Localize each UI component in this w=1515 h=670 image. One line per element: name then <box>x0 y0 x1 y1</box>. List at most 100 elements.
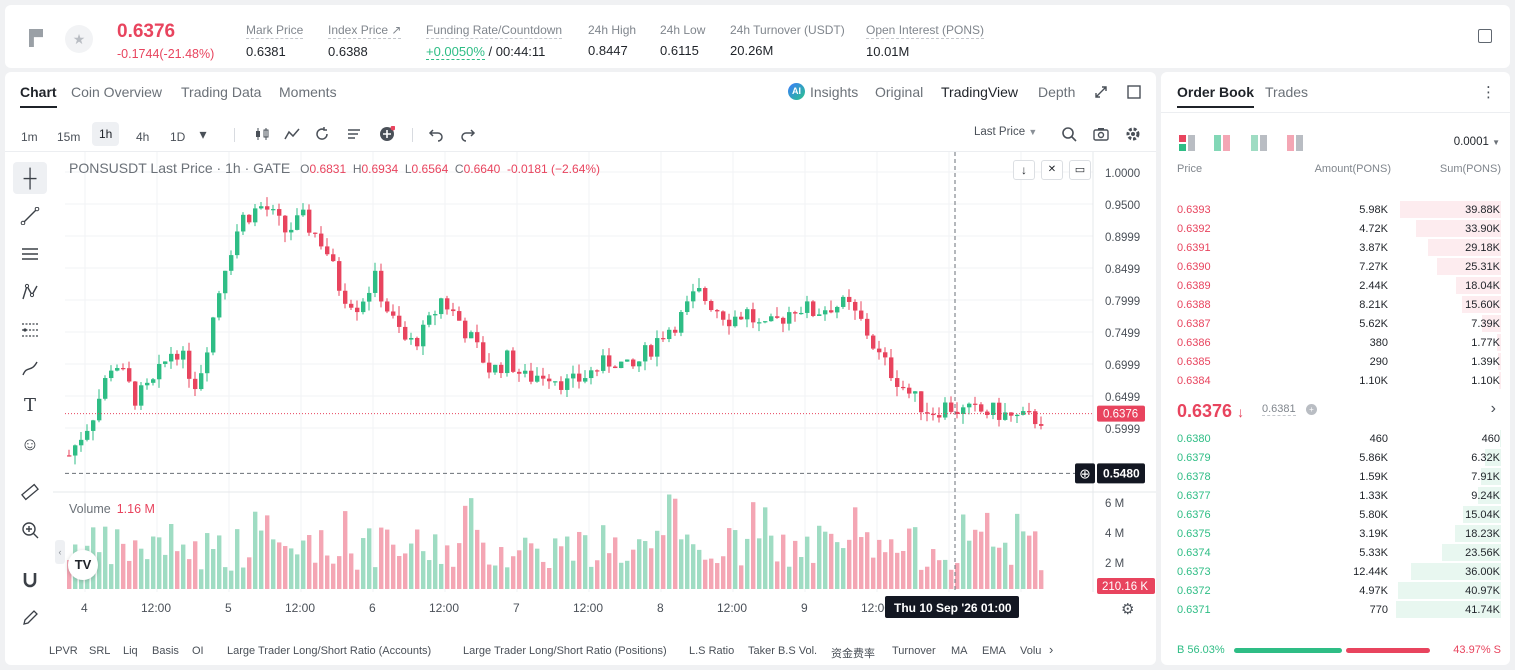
bid-row[interactable]: 0.6376 5.80K 15.04K <box>1161 505 1510 524</box>
collapse-icon[interactable]: ✕ <box>1041 160 1063 180</box>
tab-trades[interactable]: Trades <box>1265 84 1309 100</box>
view-tradingview[interactable]: TradingView <box>941 84 1019 100</box>
ask-row[interactable]: 0.6388 8.21K 15.60K <box>1161 295 1510 314</box>
candle-type-icon[interactable] <box>254 126 270 142</box>
view-depth-icon[interactable] <box>1287 135 1303 151</box>
time-axis-settings-icon[interactable]: ⚙ <box>1121 600 1134 618</box>
redo-icon[interactable] <box>460 126 476 142</box>
indicator-ema[interactable]: EMA <box>982 645 1006 657</box>
more-icon[interactable]: ⋮ <box>1481 84 1496 101</box>
indicator-lt-accounts[interactable]: Large Trader Long/Short Ratio (Accounts) <box>227 645 432 657</box>
bid-row[interactable]: 0.6377 1.33K 9.24K <box>1161 486 1510 505</box>
indicator-volume[interactable]: Volu <box>1020 645 1042 657</box>
stat-label[interactable]: Funding Rate/Countdown <box>426 23 563 39</box>
pattern-tool-icon[interactable] <box>13 276 47 308</box>
zoom-in-icon[interactable] <box>13 514 47 546</box>
magnet-icon[interactable] <box>13 564 47 596</box>
bid-row[interactable]: 0.6374 5.33K 23.56K <box>1161 543 1510 562</box>
add-indicator-icon[interactable] <box>379 126 395 142</box>
view-asks-icon[interactable] <box>1251 135 1267 151</box>
template-icon[interactable] <box>346 126 362 142</box>
view-depth[interactable]: Depth <box>1038 84 1076 100</box>
indicator-lpvr[interactable]: LPVR <box>49 645 78 657</box>
timeframe-1d[interactable]: 1D <box>170 130 186 144</box>
horizontal-lines-tool-icon[interactable] <box>13 238 47 270</box>
ask-row[interactable]: 0.6391 3.87K 29.18K <box>1161 238 1510 257</box>
indicator-taker-vol[interactable]: Taker B.S Vol. <box>748 645 818 657</box>
expand-icon[interactable] <box>1094 85 1108 99</box>
precision-select[interactable]: 0.0001 ▼ <box>1454 136 1500 148</box>
view-bids-icon[interactable] <box>1214 135 1230 151</box>
indicator-ma[interactable]: MA <box>951 645 968 657</box>
indicator-oi[interactable]: OI <box>192 645 204 657</box>
indicator-basis[interactable]: Basis <box>152 645 179 657</box>
view-insights[interactable]: Insights <box>810 84 859 100</box>
indicator-funding-rate[interactable]: 资金费率 <box>831 647 875 660</box>
stat-label[interactable]: Index Price ↗ <box>328 23 402 39</box>
search-icon[interactable] <box>1061 126 1077 142</box>
add-alert-icon[interactable]: ⊕ <box>1079 466 1091 482</box>
maximize-pane-icon[interactable]: ▭ <box>1069 160 1091 180</box>
indicator-ls-ratio[interactable]: L.S Ratio <box>689 645 735 657</box>
chevron-right-icon[interactable]: › <box>1049 642 1054 657</box>
ai-insights-icon[interactable]: AI <box>788 83 805 100</box>
undo-icon[interactable] <box>428 126 444 142</box>
price-type-select[interactable]: Last Price ▼ <box>974 126 1037 138</box>
tab-trading-data[interactable]: Trading Data <box>181 84 262 100</box>
view-original[interactable]: Original <box>875 84 924 100</box>
timeframe-15m[interactable]: 15m <box>57 130 81 144</box>
bid-row[interactable]: 0.6375 3.19K 18.23K <box>1161 524 1510 543</box>
arrow-down-icon[interactable]: ↓ <box>1013 160 1035 180</box>
ask-row[interactable]: 0.6387 5.62K 7.39K <box>1161 314 1510 333</box>
fib-tool-icon[interactable] <box>13 314 47 346</box>
bid-row[interactable]: 0.6379 5.86K 6.32K <box>1161 448 1510 467</box>
ask-row[interactable]: 0.6384 1.10K 1.10K <box>1161 371 1510 390</box>
ask-row[interactable]: 0.6389 2.44K 18.04K <box>1161 276 1510 295</box>
mark-price[interactable]: 0.6381 <box>1262 403 1296 416</box>
book-icon[interactable] <box>1478 29 1492 43</box>
ask-row[interactable]: 0.6386 380 1.77K <box>1161 333 1510 352</box>
fullscreen-icon[interactable] <box>1127 85 1141 99</box>
view-both-icon[interactable] <box>1179 135 1195 151</box>
trend-line-tool-icon[interactable] <box>13 200 47 232</box>
text-tool-icon[interactable]: T <box>23 395 36 416</box>
bid-row[interactable]: 0.6373 12.44K 36.00K <box>1161 562 1510 581</box>
timeframe-dropdown-icon[interactable]: ▾ <box>199 126 207 142</box>
camera-icon[interactable] <box>1093 126 1109 142</box>
funding-rate-value[interactable]: +0.0050% <box>426 44 485 60</box>
bid-row[interactable]: 0.6380 460 460 <box>1161 429 1510 448</box>
tab-chart[interactable]: Chart <box>20 84 57 108</box>
timeframe-1h[interactable]: 1h <box>92 122 120 146</box>
tradingview-logo[interactable]: TV <box>68 550 98 580</box>
timeframe-4h[interactable]: 4h <box>136 130 150 144</box>
stat-label[interactable]: Mark Price <box>246 23 304 39</box>
compare-icon[interactable] <box>314 126 330 142</box>
mid-price[interactable]: 0.6376 ↓ <box>1177 401 1244 422</box>
stat-label[interactable]: Open Interest (PONS) <box>866 23 985 39</box>
gear-icon[interactable] <box>1125 126 1141 142</box>
ask-row[interactable]: 0.6385 290 1.39K <box>1161 352 1510 371</box>
tab-moments[interactable]: Moments <box>279 84 337 100</box>
indicator-srl[interactable]: SRL <box>89 645 111 657</box>
indicator-turnover[interactable]: Turnover <box>892 645 936 657</box>
timeframe-1m[interactable]: 1m <box>21 130 38 144</box>
bid-row[interactable]: 0.6378 1.59K 7.91K <box>1161 467 1510 486</box>
ask-row[interactable]: 0.6392 4.72K 33.90K <box>1161 219 1510 238</box>
chart-plot-area[interactable]: 1.0000 0.9500 0.8999 0.8499 0.7999 0.7499 0.69… <box>53 152 1156 665</box>
collapse-toolbar-icon[interactable]: ‹ <box>55 540 65 564</box>
indicator-liq[interactable]: Liq <box>123 645 138 657</box>
ask-row[interactable]: 0.6390 7.27K 25.31K <box>1161 257 1510 276</box>
favorite-star-icon[interactable]: ★ <box>65 25 93 53</box>
tab-coin-overview[interactable]: Coin Overview <box>71 84 163 100</box>
indicator-lt-positions[interactable]: Large Trader Long/Short Ratio (Positions… <box>463 645 667 657</box>
brush-tool-icon[interactable] <box>13 352 47 384</box>
pencil-icon[interactable] <box>13 602 47 634</box>
tab-order-book[interactable]: Order Book <box>1177 84 1255 108</box>
emoji-tool-icon[interactable]: ☺ <box>20 434 40 454</box>
ruler-tool-icon[interactable] <box>13 476 47 508</box>
indicators-icon[interactable] <box>284 126 300 142</box>
candlestick-chart[interactable]: 1.0000 0.9500 0.8999 0.8499 0.7999 0.7499 0.69… <box>53 152 1156 665</box>
crosshair-tool-icon[interactable]: ┼ <box>13 162 47 194</box>
chevron-right-icon[interactable]: › <box>1490 400 1496 417</box>
ask-row[interactable]: 0.6393 5.98K 39.88K <box>1161 200 1510 219</box>
